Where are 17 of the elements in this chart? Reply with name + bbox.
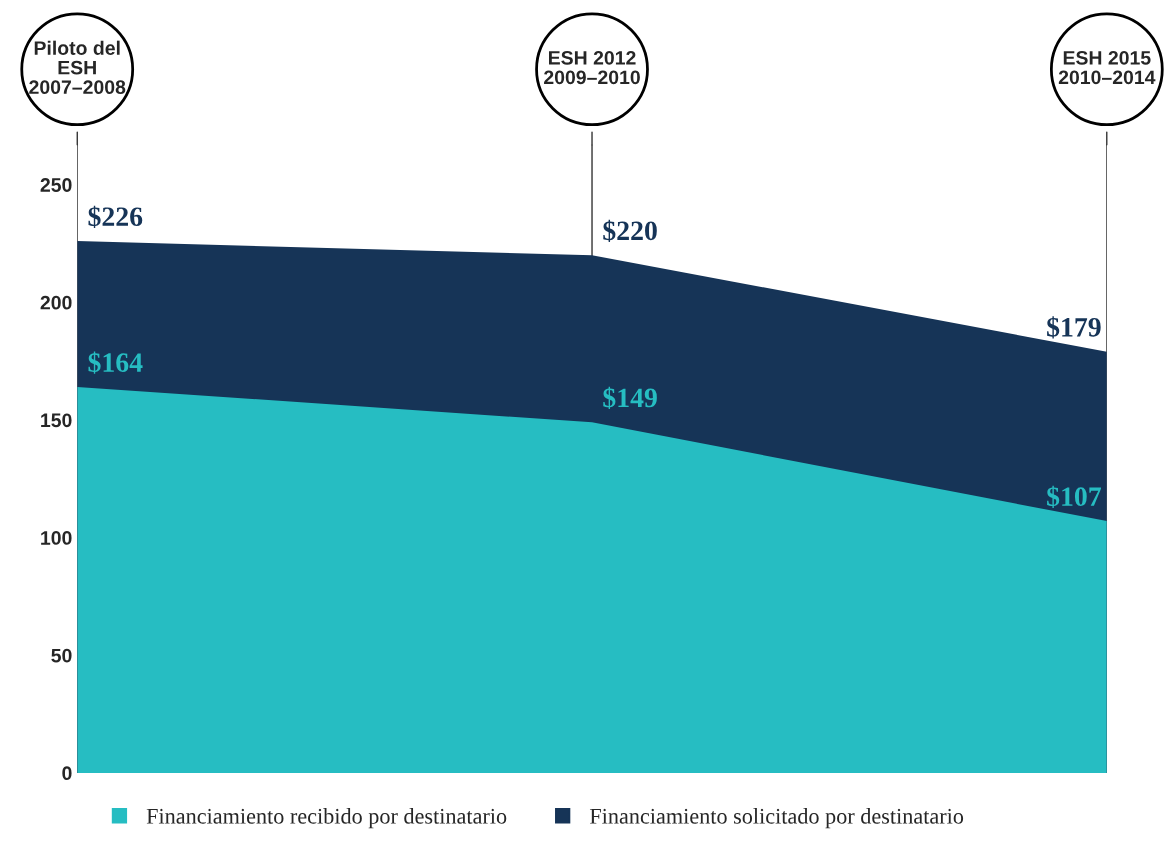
x-tick-label: ESH 2012 2009–2010 — [544, 50, 640, 85]
legend-label: Financiamiento recibido por destinatario — [146, 808, 507, 829]
data-label: $149 — [603, 386, 657, 410]
y-tick-label: 250 — [40, 178, 72, 192]
x-tick-label: ESH 2015 2010–2014 — [1058, 50, 1156, 85]
data-label: $179 — [1047, 316, 1101, 339]
y-tick-label: 150 — [41, 413, 72, 428]
y-tick-label: 200 — [40, 295, 72, 310]
data-label: $107 — [1047, 485, 1101, 508]
x-tick-label: Piloto del ESH 2007–2008 — [29, 40, 126, 95]
y-tick-label: 100 — [41, 531, 72, 545]
data-label: $220 — [603, 219, 657, 243]
data-label: $226 — [88, 205, 143, 228]
y-tick-label: 0 — [62, 766, 72, 781]
data-label: $164 — [88, 351, 143, 374]
legend-label: Financiamiento solicitado por destinatario — [589, 808, 964, 829]
y-tick-label: 50 — [51, 648, 72, 663]
